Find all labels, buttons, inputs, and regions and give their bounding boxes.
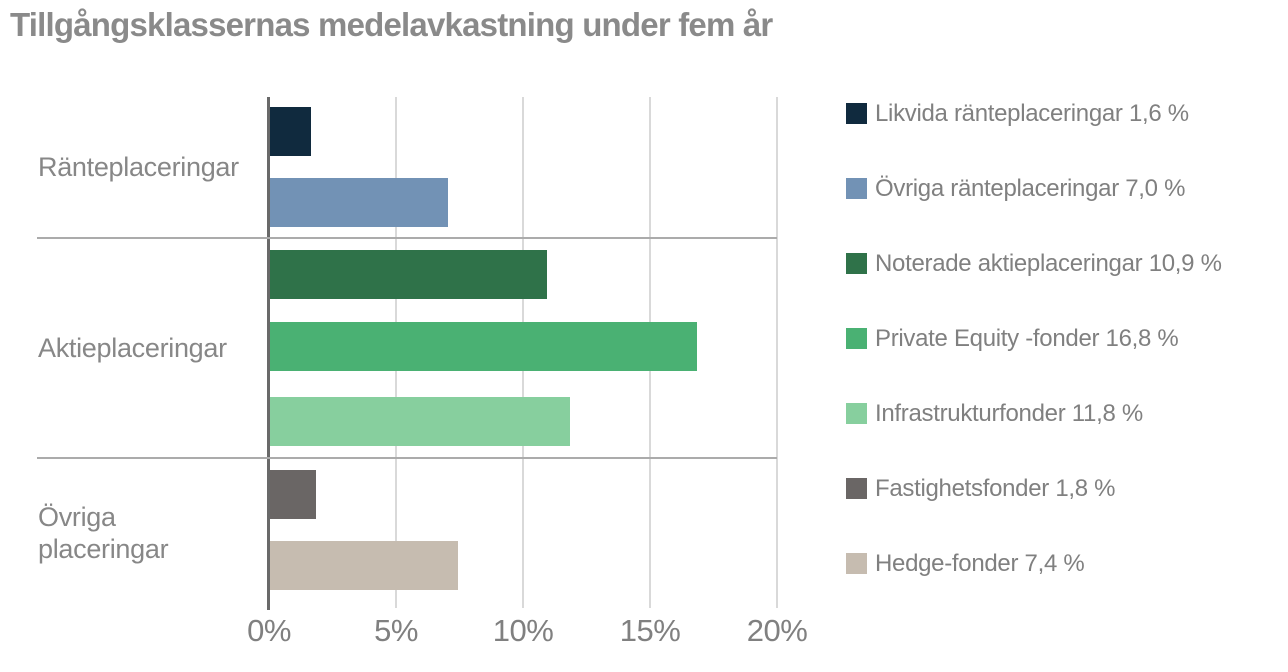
- legend-label: Övriga ränteplaceringar 7,0 %: [875, 174, 1186, 202]
- legend-item-vriga-r-nteplaceringar-7-0: Övriga ränteplaceringar 7,0 %: [846, 175, 1286, 202]
- x-tick-5: 5%: [374, 613, 418, 648]
- bar-vriga-r-nteplaceringar: [270, 178, 448, 227]
- group-separator-1: [37, 237, 777, 239]
- legend-label: Infrastrukturfonder 11,8 %: [875, 399, 1143, 427]
- legend-label: Hedge-fonder 7,4 %: [875, 549, 1085, 577]
- legend-swatch-icon: [846, 403, 867, 424]
- category-label-aktieplaceringar: Aktieplaceringar: [38, 332, 227, 363]
- group-separator-2: [37, 457, 777, 459]
- bar-noterade-aktieplaceringar: [270, 250, 547, 299]
- category-label-r-nteplaceringar: Ränteplaceringar: [38, 151, 239, 182]
- bar-infrastrukturfonder: [270, 397, 570, 446]
- legend-item-likvida-r-nteplaceringar-1-6: Likvida ränteplaceringar 1,6 %: [846, 100, 1286, 127]
- legend-label: Private Equity -fonder 16,8 %: [875, 324, 1179, 352]
- x-tick-10: 10%: [492, 613, 554, 648]
- legend: Likvida ränteplaceringar 1,6 % Övriga rän…: [846, 100, 1286, 625]
- category-label-vriga-placeringar: Övriga placeringar: [38, 501, 169, 564]
- legend-swatch-icon: [846, 253, 867, 274]
- bar-likvida-r-nteplaceringar: [270, 107, 311, 156]
- legend-item-private-equity-fonder-16-8: Private Equity -fonder 16,8 %: [846, 325, 1286, 352]
- legend-swatch-icon: [846, 478, 867, 499]
- legend-item-noterade-aktieplaceringar-10-9: Noterade aktieplaceringar 10,9 %: [846, 250, 1286, 277]
- legend-swatch-icon: [846, 103, 867, 124]
- x-tick-0: 0%: [247, 613, 291, 648]
- legend-swatch-icon: [846, 553, 867, 574]
- legend-label: Noterade aktieplaceringar 10,9 %: [875, 249, 1222, 277]
- gridline-20: [776, 97, 778, 608]
- chart-title: Tillgångsklassernas medelavkastning unde…: [10, 6, 773, 43]
- y-axis-line: [267, 97, 270, 610]
- legend-label: Fastighetsfonder 1,8 %: [875, 474, 1116, 502]
- bar-hedge-fonder: [270, 541, 458, 590]
- legend-item-hedge-fonder-7-4: Hedge-fonder 7,4 %: [846, 550, 1286, 577]
- legend-swatch-icon: [846, 328, 867, 349]
- plot-area: [267, 97, 778, 610]
- x-tick-20: 20%: [746, 613, 808, 648]
- legend-item-fastighetsfonder-1-8: Fastighetsfonder 1,8 %: [846, 475, 1286, 502]
- bar-fastighetsfonder: [270, 470, 316, 519]
- legend-swatch-icon: [846, 178, 867, 199]
- legend-item-infrastrukturfonder-11-8: Infrastrukturfonder 11,8 %: [846, 400, 1286, 427]
- legend-label: Likvida ränteplaceringar 1,6 %: [875, 99, 1189, 127]
- x-tick-15: 15%: [619, 613, 681, 648]
- bar-private-equity-fonder: [270, 322, 697, 371]
